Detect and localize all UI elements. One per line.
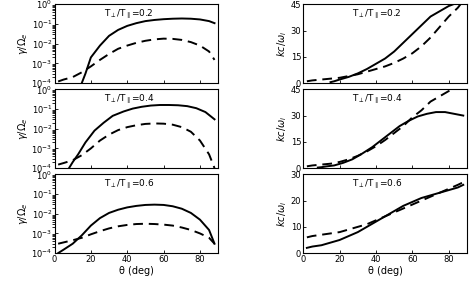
Y-axis label: $kc/\omega_i$: $kc/\omega_i$ [275,31,289,57]
Text: T$_\perp$/T$_\parallel$=0.6: T$_\perp$/T$_\parallel$=0.6 [352,178,403,191]
Text: T$_\perp$/T$_\parallel$=0.4: T$_\perp$/T$_\parallel$=0.4 [352,92,403,106]
Y-axis label: $kc/\omega_i$: $kc/\omega_i$ [275,116,289,142]
Text: T$_\perp$/T$_\parallel$=0.4: T$_\perp$/T$_\parallel$=0.4 [104,92,154,106]
Text: T$_\perp$/T$_\parallel$=0.2: T$_\perp$/T$_\parallel$=0.2 [104,7,153,21]
Y-axis label: $\gamma/\Omega_e$: $\gamma/\Omega_e$ [16,202,30,225]
Text: T$_\perp$/T$_\parallel$=0.6: T$_\perp$/T$_\parallel$=0.6 [104,178,154,191]
X-axis label: θ (deg): θ (deg) [119,266,154,276]
Y-axis label: $\gamma/\Omega_e$: $\gamma/\Omega_e$ [16,32,30,55]
X-axis label: θ (deg): θ (deg) [368,266,402,276]
Text: T$_\perp$/T$_\parallel$=0.2: T$_\perp$/T$_\parallel$=0.2 [352,7,402,21]
Y-axis label: $\gamma/\Omega_e$: $\gamma/\Omega_e$ [16,118,30,140]
Y-axis label: $kc/\omega_i$: $kc/\omega_i$ [275,200,289,227]
